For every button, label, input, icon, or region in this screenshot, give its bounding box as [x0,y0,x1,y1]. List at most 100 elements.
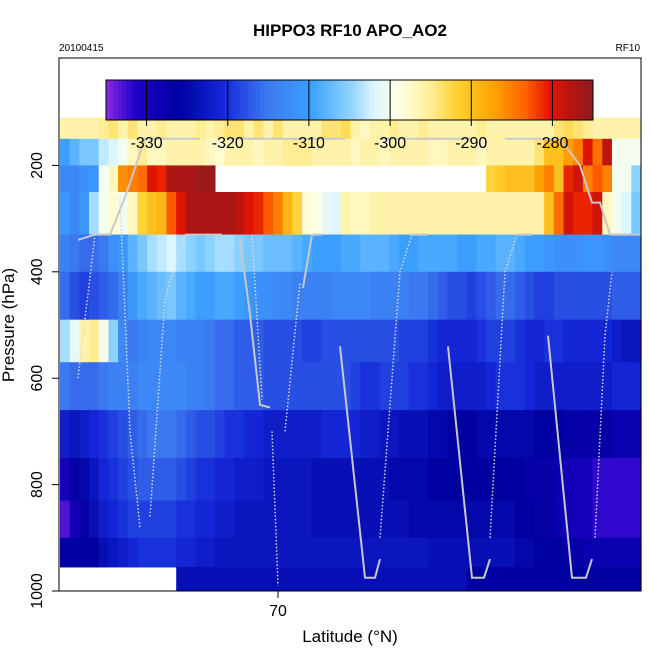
heatmap-cell [331,500,342,539]
colorbar-swatch [410,80,415,120]
heatmap-cell [263,362,274,411]
heatmap-cell [427,567,439,592]
heatmap-cell [524,271,536,321]
heatmap-cell [234,537,245,568]
heatmap-cell [127,234,139,273]
heatmap-cell [60,165,71,193]
heatmap-cell [544,138,555,166]
colorbar-swatch [146,80,152,120]
heatmap-cell [331,319,342,363]
heatmap-cell [98,458,110,501]
heatmap-cell [205,319,216,363]
heatmap-cell [621,319,632,363]
colorbar-swatch [381,80,387,120]
heatmap-cell [311,319,323,363]
flight-label: RF10 [616,43,641,54]
heatmap-cell [427,192,439,235]
heatmap-cell [253,537,264,568]
heatmap-cell [302,410,313,459]
heatmap-cell [60,234,71,273]
heatmap-cell [340,362,352,411]
heatmap-cell [340,271,352,321]
heatmap-cell [214,234,226,273]
heatmap-cell [118,192,129,235]
colorbar-swatch [223,80,229,120]
heatmap-cell [631,362,642,411]
heatmap-cell [621,410,632,459]
heatmap-cell [243,138,255,166]
heatmap-cell [408,138,419,166]
colorbar-swatch [353,80,359,120]
heatmap-cell [292,271,303,321]
heatmap-cell [108,138,119,166]
heatmap-cell [515,500,526,539]
heatmap-cell [563,234,574,273]
heatmap-cell [524,165,536,193]
heatmap-cell [273,117,284,140]
heatmap-cell [389,117,400,140]
heatmap-cell [398,567,410,592]
heatmap-cell [176,165,187,193]
heatmap-cell [195,165,206,193]
heatmap-cell [195,458,206,501]
heatmap-cell [224,362,235,411]
colorbar-swatch [576,80,582,120]
heatmap-cell [563,117,574,140]
heatmap-cell [176,319,187,363]
heatmap-cell [457,537,468,568]
heatmap-cell [156,410,168,459]
flight-track-line [77,137,200,241]
heatmap-cell [234,319,245,363]
heatmap-cell [592,410,603,459]
heatmap-cell [457,362,468,411]
heatmap-cell [137,410,148,459]
heatmap-cell [408,458,419,501]
heatmap-cell [195,138,206,166]
heatmap-cell [127,410,139,459]
heatmap-cell [176,410,187,459]
heatmap-cell [137,362,148,411]
heatmap-cell [243,192,255,235]
colorbar-swatch [252,80,257,120]
heatmap-cell [544,234,555,273]
heatmap-cell [476,319,487,363]
colorbar-swatch [544,80,549,120]
heatmap-cell [321,138,332,166]
heatmap-cell [427,117,439,140]
heatmap-cell [350,362,361,411]
heatmap-cell [282,537,293,568]
heatmap-cell [389,234,400,273]
heatmap-cell [108,165,119,193]
heatmap-cell [292,234,303,273]
heatmap-cell [98,138,110,166]
y-tick-label: 1000 [29,573,46,609]
heatmap-cell [243,234,255,273]
heatmap-cell [631,537,642,568]
colorbar-swatch [138,80,144,120]
heatmap-cell [369,500,381,539]
heatmap-cell [602,234,613,273]
heatmap-cell [486,362,497,411]
heatmap-cell [108,537,119,568]
heatmap-cell [573,271,584,321]
heatmap-cell [205,362,216,411]
colorbar-swatch [110,80,115,120]
heatmap-cell [360,234,371,273]
heatmap-cell [108,192,119,235]
heatmap-cell [486,458,497,501]
heatmap-cell [398,117,410,140]
heatmap-cell [263,410,274,459]
heatmap-cell [253,138,264,166]
heatmap-cell [234,500,245,539]
heatmap-cell [118,138,129,166]
heatmap-cell [631,500,642,539]
heatmap-cell [582,192,594,235]
heatmap-cell [331,410,342,459]
heatmap-cell [582,319,594,363]
heatmap-cell [534,500,545,539]
heatmap-cell [505,362,516,411]
heatmap-cell [137,117,148,140]
heatmap-cell [195,117,206,140]
colorbar-swatch [272,80,277,120]
heatmap-cell [389,192,400,235]
